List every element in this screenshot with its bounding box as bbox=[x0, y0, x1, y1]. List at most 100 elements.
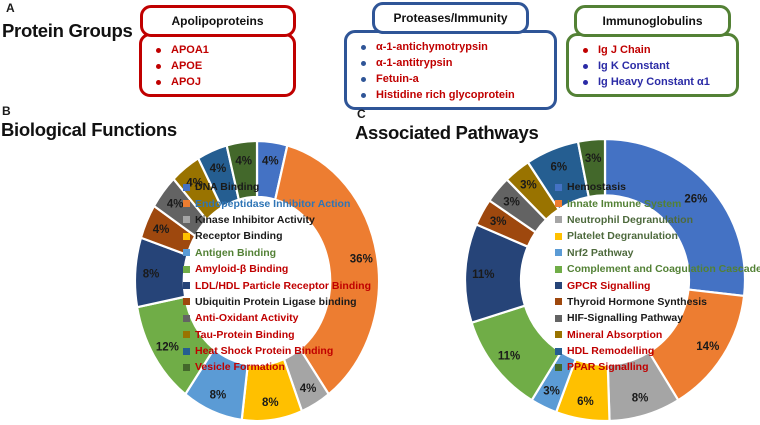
bullet-icon bbox=[156, 79, 161, 85]
legend-marker-icon bbox=[183, 331, 190, 339]
legend-item-label: Tau-Protein Binding bbox=[195, 328, 295, 341]
associated-pathways-legend: Hemostasis Innate Immune System Neutrophil… bbox=[555, 179, 760, 376]
associated-pathways-title: Associated Pathways bbox=[355, 122, 539, 143]
slice-percent-label: 11% bbox=[498, 351, 520, 363]
slice-percent-label: 3% bbox=[543, 385, 560, 397]
legend-item: Receptor Binding bbox=[183, 228, 371, 244]
panel-letter-a: A bbox=[6, 1, 15, 15]
panel-letter-b: B bbox=[2, 104, 11, 118]
legend-marker-icon bbox=[555, 232, 562, 240]
protein-item-label: Fetuin-a bbox=[376, 73, 419, 85]
biological-functions-legend: DNA Binding Endopeptidase Inhibitor Actio… bbox=[183, 179, 371, 376]
legend-item: Complement and Coagulation Cascades bbox=[555, 261, 760, 277]
donut-slice bbox=[225, 139, 259, 202]
legend-item-label: Neutrophil Degranulation bbox=[567, 213, 693, 226]
protein-item: Ig K Constant bbox=[583, 58, 730, 74]
legend-marker-icon bbox=[555, 298, 562, 306]
protein-item: α-1-antitrypsin bbox=[361, 55, 548, 71]
legend-item: Nrf2 Pathway bbox=[555, 245, 760, 261]
slice-percent-label: 12% bbox=[156, 341, 179, 353]
slice-percent-label: 4% bbox=[153, 224, 170, 236]
legend-marker-icon bbox=[555, 200, 562, 208]
slice-percent-label: 4% bbox=[210, 163, 227, 175]
slice-percent-label: 3% bbox=[520, 180, 537, 192]
legend-marker-icon bbox=[183, 232, 190, 240]
legend-item: DNA Binding bbox=[183, 179, 371, 195]
bullet-icon bbox=[156, 47, 161, 53]
legend-marker-icon bbox=[555, 216, 562, 224]
legend-item: PPAR Signalling bbox=[555, 359, 760, 375]
legend-item: Amyloid-β Binding bbox=[183, 261, 371, 277]
protein-group-box: Immunoglobulins Ig J Chain Ig K Constant Ig… bbox=[566, 5, 739, 97]
legend-item: Innate Immune System bbox=[555, 195, 760, 211]
legend-item: Vesicle Formation bbox=[183, 359, 371, 375]
legend-item-label: Amyloid-β Binding bbox=[195, 263, 289, 276]
legend-item-label: Hemostasis bbox=[567, 181, 626, 194]
legend-marker-icon bbox=[183, 347, 190, 355]
legend-item-label: Complement and Coagulation Cascades bbox=[567, 263, 760, 276]
legend-item-label: Vesicle Formation bbox=[195, 361, 285, 374]
legend-item-label: Innate Immune System bbox=[567, 197, 682, 210]
protein-item-label: Ig J Chain bbox=[598, 44, 651, 56]
protein-group-list: α-1-antichymotrypsin α-1-antitrypsin Fetui… bbox=[344, 30, 557, 110]
slice-percent-label: 8% bbox=[632, 393, 649, 405]
legend-item: GPCR Signalling bbox=[555, 277, 760, 293]
protein-item-label: APOJ bbox=[171, 76, 201, 88]
bullet-icon bbox=[583, 63, 588, 69]
legend-item-label: Antigen Binding bbox=[195, 246, 277, 259]
protein-group-header: Apolipoproteins bbox=[139, 5, 296, 37]
legend-item: HDL Remodelling bbox=[555, 343, 760, 359]
legend-marker-icon bbox=[183, 314, 190, 322]
protein-item-label: APOE bbox=[171, 60, 203, 72]
slice-percent-label: 11% bbox=[472, 269, 494, 281]
slice-percent-label: 26% bbox=[684, 193, 707, 205]
legend-item-label: Thyroid Hormone Synthesis bbox=[567, 295, 708, 308]
slice-percent-label: 4% bbox=[262, 155, 279, 167]
protein-item: APOJ bbox=[156, 74, 287, 90]
protein-group-list: Ig J Chain Ig K Constant Ig Heavy Constant… bbox=[566, 33, 739, 97]
donut-slice bbox=[576, 137, 607, 199]
legend-marker-icon bbox=[555, 265, 562, 273]
legend-item: LDL/HDL Particle Receptor Binding bbox=[183, 277, 371, 293]
protein-item-label: Ig Heavy Constant α1 bbox=[598, 76, 710, 88]
legend-item: Kinase Inhibitor Activity bbox=[183, 212, 371, 228]
legend-item-label: Mineral Absorption bbox=[567, 328, 663, 341]
legend-item: Heat Shock Protein Binding bbox=[183, 343, 371, 359]
legend-item: Anti-Oxidant Activity bbox=[183, 310, 371, 326]
legend-marker-icon bbox=[183, 363, 190, 371]
protein-item: Histidine rich glycoprotein bbox=[361, 87, 548, 103]
bullet-icon bbox=[361, 92, 366, 98]
legend-item-label: DNA Binding bbox=[195, 181, 260, 194]
legend-item-label: Kinase Inhibitor Activity bbox=[195, 213, 315, 226]
legend-item-label: Platelet Degranulation bbox=[567, 230, 678, 243]
protein-groups-title: Protein Groups bbox=[2, 20, 133, 41]
legend-marker-icon bbox=[555, 314, 562, 322]
legend-item: Tau-Protein Binding bbox=[183, 327, 371, 343]
legend-item: Mineral Absorption bbox=[555, 327, 760, 343]
bullet-icon bbox=[583, 47, 588, 53]
panel-letter-c: C bbox=[357, 107, 366, 121]
legend-item-label: Receptor Binding bbox=[195, 230, 283, 243]
legend-marker-icon bbox=[183, 265, 190, 273]
legend-marker-icon bbox=[555, 331, 562, 339]
protein-item: α-1-antichymotrypsin bbox=[361, 39, 548, 55]
protein-item-label: α-1-antitrypsin bbox=[376, 57, 453, 69]
legend-marker-icon bbox=[555, 347, 562, 355]
protein-group-box: Apolipoproteins APOA1 APOE APOJ bbox=[139, 5, 296, 97]
protein-item-label: APOA1 bbox=[171, 44, 209, 56]
legend-marker-icon bbox=[183, 298, 190, 306]
legend-marker-icon bbox=[183, 200, 190, 208]
slice-percent-label: 36% bbox=[350, 253, 373, 265]
legend-item-label: Endopeptidase Inhibitor Action bbox=[195, 197, 351, 210]
legend-marker-icon bbox=[183, 282, 190, 290]
protein-item-label: Ig K Constant bbox=[598, 60, 670, 72]
slice-percent-label: 4% bbox=[300, 383, 317, 395]
legend-item: Platelet Degranulation bbox=[555, 228, 760, 244]
legend-item-label: Heat Shock Protein Binding bbox=[195, 345, 334, 358]
bullet-icon bbox=[361, 60, 366, 66]
protein-item: Fetuin-a bbox=[361, 71, 548, 87]
legend-item: Thyroid Hormone Synthesis bbox=[555, 294, 760, 310]
legend-item-label: GPCR Signalling bbox=[567, 279, 651, 292]
protein-group-list: APOA1 APOE APOJ bbox=[139, 33, 296, 97]
